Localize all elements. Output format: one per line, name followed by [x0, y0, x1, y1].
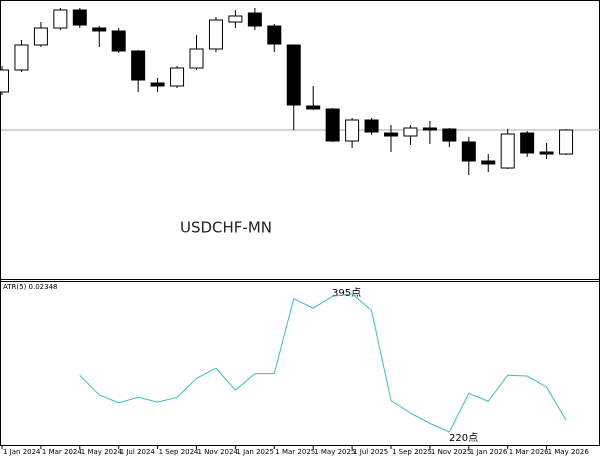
candle-body — [247, 12, 262, 27]
candle-body — [72, 9, 87, 26]
x-tick-label: 1 Sep 2025 — [392, 448, 432, 456]
candle-body — [442, 128, 457, 142]
x-tick-label: 1 Jan 2025 — [236, 448, 274, 456]
candle-body — [170, 67, 185, 87]
candle-body — [520, 132, 535, 154]
candle-body — [150, 82, 165, 87]
candle-body — [0, 69, 9, 93]
candle-body — [267, 25, 282, 45]
candle-body — [53, 9, 68, 29]
x-tick-label: 1 Jan 2026 — [470, 448, 508, 456]
x-tick-label: 1 Nov 2024 — [198, 448, 239, 456]
candle-body — [461, 141, 476, 162]
candle-body — [208, 19, 223, 50]
candle-body — [228, 15, 243, 23]
x-tick-label: 1 Mar 2025 — [275, 448, 315, 456]
x-tick-label: 1 May 2026 — [548, 448, 590, 456]
x-tick-label: 1 May 2025 — [314, 448, 355, 456]
x-tick-label: 1 Nov 2025 — [431, 448, 471, 456]
x-tick-label: 1 May 2024 — [81, 448, 123, 456]
symbol-label: USDCHF-MN — [180, 219, 272, 237]
x-tick-label: 1 Mar 2026 — [509, 448, 549, 456]
candle-body — [345, 119, 360, 142]
annotation: 220点 — [449, 432, 478, 444]
candle-body — [111, 30, 126, 52]
indicator-label: ATR(5) 0.02348 — [3, 283, 57, 291]
x-tick-label: 1 Jul 2024 — [120, 448, 156, 456]
candle-body — [306, 105, 321, 110]
candle-body — [92, 27, 107, 32]
candle-body — [131, 50, 146, 81]
x-tick-label: 1 Jan 2024 — [3, 448, 41, 456]
chart-frame — [0, 0, 600, 446]
annotation: 395点 — [332, 287, 361, 299]
candle-body — [189, 48, 204, 69]
x-tick-label: 1 Sep 2024 — [159, 448, 199, 456]
x-tick-label: 1 Jul 2025 — [353, 448, 388, 456]
candle-body — [364, 119, 379, 133]
indicator-line — [79, 293, 567, 433]
candle-body — [384, 132, 398, 137]
candle-body — [481, 160, 496, 165]
candle-body — [559, 129, 574, 155]
x-tick-label: 1 Mar 2024 — [42, 448, 82, 456]
candle-body — [539, 151, 554, 155]
candle-body — [403, 127, 418, 137]
candle-body — [286, 44, 301, 106]
candle-body — [33, 27, 48, 46]
candle-body — [14, 44, 29, 71]
candle-body — [422, 127, 437, 131]
candle-body — [500, 133, 515, 169]
candle-body — [325, 108, 340, 142]
